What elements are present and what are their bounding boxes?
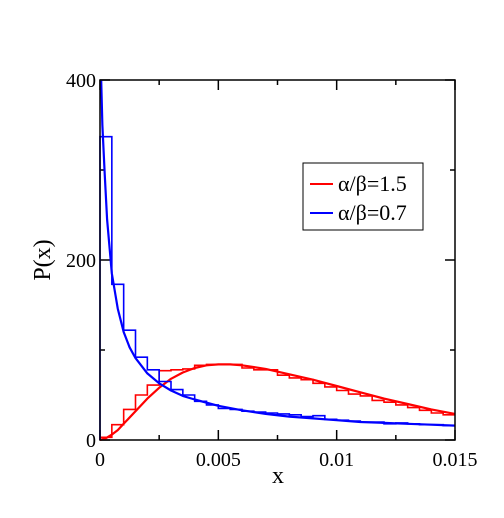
legend-box — [302, 162, 424, 231]
axis-label-group: x P(x) — [30, 239, 284, 489]
y-tick-labels: 0 200 400 — [66, 70, 96, 452]
y-tick-label: 0 — [86, 430, 96, 452]
y-axis-label: P(x) — [30, 239, 56, 280]
plot-frame — [99, 79, 456, 441]
y-tick-label: 200 — [66, 250, 96, 272]
plot-marks — [99, 79, 456, 442]
legend-label-series-1: α/β=1.5 — [338, 171, 407, 196]
x-tick-labels: 0 0.005 0.01 0.015 — [95, 449, 478, 471]
x-tick-label: 0.005 — [196, 449, 241, 471]
curve-series-1 — [99, 363, 456, 442]
axis-ticks — [99, 79, 456, 441]
x-tick-label: 0.015 — [433, 449, 478, 471]
curve-series-2 — [100, 79, 456, 427]
x-tick-label: 0.01 — [319, 449, 354, 471]
histogram-series-1 — [99, 363, 455, 440]
y-tick-label: 400 — [66, 70, 96, 92]
legend-label-series-2: α/β=0.7 — [338, 200, 407, 225]
legend: α/β=1.5 α/β=0.7 — [302, 162, 424, 231]
x-tick-label: 0 — [95, 449, 105, 471]
x-axis-label: x — [272, 463, 284, 489]
